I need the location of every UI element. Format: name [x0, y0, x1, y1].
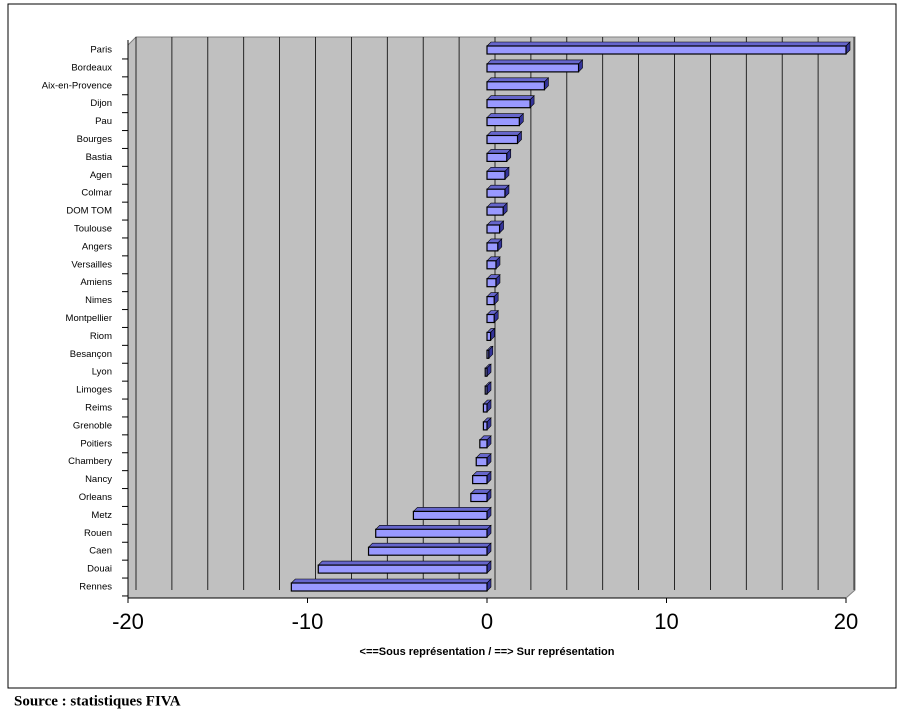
- bar: [475, 457, 488, 467]
- y-tick-label: Rouen: [84, 528, 112, 539]
- x-tick-label: -20: [112, 609, 144, 634]
- bar: [367, 546, 488, 556]
- bar: [484, 385, 488, 395]
- y-tick-label: Bastia: [86, 152, 113, 163]
- y-tick-label: Montpellier: [66, 313, 112, 324]
- y-tick-label: Agen: [90, 170, 112, 181]
- x-tick-label: 10: [654, 609, 678, 634]
- bar: [317, 564, 488, 574]
- y-tick-label: Limoges: [76, 385, 112, 396]
- y-tick-label: Bourges: [77, 134, 113, 145]
- x-axis-title: <==Sous représentation / ==> Sur représe…: [360, 646, 615, 658]
- x-tick-label: 20: [834, 609, 858, 634]
- bar: [486, 224, 501, 234]
- bar: [486, 331, 492, 341]
- y-tick-label: DOM TOM: [66, 206, 112, 217]
- bar: [486, 296, 495, 306]
- y-tick-label: Rennes: [79, 582, 112, 593]
- bar: [482, 403, 488, 413]
- bar-top: [486, 131, 523, 136]
- bar: [472, 475, 488, 485]
- y-tick-label: Douai: [87, 564, 112, 575]
- bar: [486, 260, 497, 270]
- bar: [290, 582, 488, 592]
- bar: [484, 367, 488, 377]
- bar: [375, 528, 488, 538]
- bar: [486, 278, 497, 288]
- source: Source : statistiques FIVA: [14, 693, 181, 709]
- y-tick-label: Angers: [82, 241, 112, 252]
- y-tick-label: Pau: [95, 116, 112, 127]
- y-tick-label: Chambery: [68, 456, 112, 467]
- y-tick-label: Nancy: [85, 474, 112, 485]
- bar: [482, 421, 488, 431]
- bar: [486, 349, 490, 359]
- y-tick-label: Dijon: [90, 98, 112, 109]
- bar: [470, 492, 488, 503]
- y-tick-label: Amiens: [80, 277, 112, 288]
- y-tick-label: Poitiers: [80, 438, 112, 449]
- y-tick-label: Caen: [89, 546, 112, 557]
- x-tick-label: -10: [292, 609, 324, 634]
- bar-top: [412, 507, 492, 512]
- bar: [479, 439, 488, 449]
- y-tick-label: Aix-en-Provence: [42, 80, 112, 91]
- y-tick-label: Besançon: [70, 349, 112, 360]
- bar: [486, 45, 847, 55]
- y-tick-label: Colmar: [81, 188, 112, 199]
- y-tick-label: Nimes: [85, 295, 112, 306]
- bar: [486, 116, 520, 127]
- bar: [486, 134, 519, 145]
- bar: [486, 152, 508, 162]
- y-tick-label: Paris: [90, 45, 112, 56]
- y-tick-label: Orleans: [79, 492, 113, 503]
- y-tick-label: Versailles: [71, 259, 112, 270]
- bar: [486, 99, 531, 109]
- y-tick-label: Grenoble: [73, 420, 112, 431]
- y-tick-label: Riom: [90, 331, 112, 342]
- bar: [486, 63, 580, 73]
- y-tick-label: Toulouse: [74, 224, 112, 235]
- x-tick-label: 0: [481, 609, 493, 634]
- bar: [486, 242, 499, 252]
- bar: [486, 81, 546, 91]
- y-tick-label: Lyon: [92, 367, 112, 378]
- y-tick-label: Metz: [91, 510, 112, 521]
- y-tick-label: Bordeaux: [71, 62, 112, 73]
- bar: [486, 188, 506, 198]
- bar: [486, 170, 506, 180]
- bar: [486, 206, 504, 216]
- bar: [486, 313, 495, 324]
- bar: [412, 510, 488, 520]
- y-tick-label: Reims: [85, 403, 112, 414]
